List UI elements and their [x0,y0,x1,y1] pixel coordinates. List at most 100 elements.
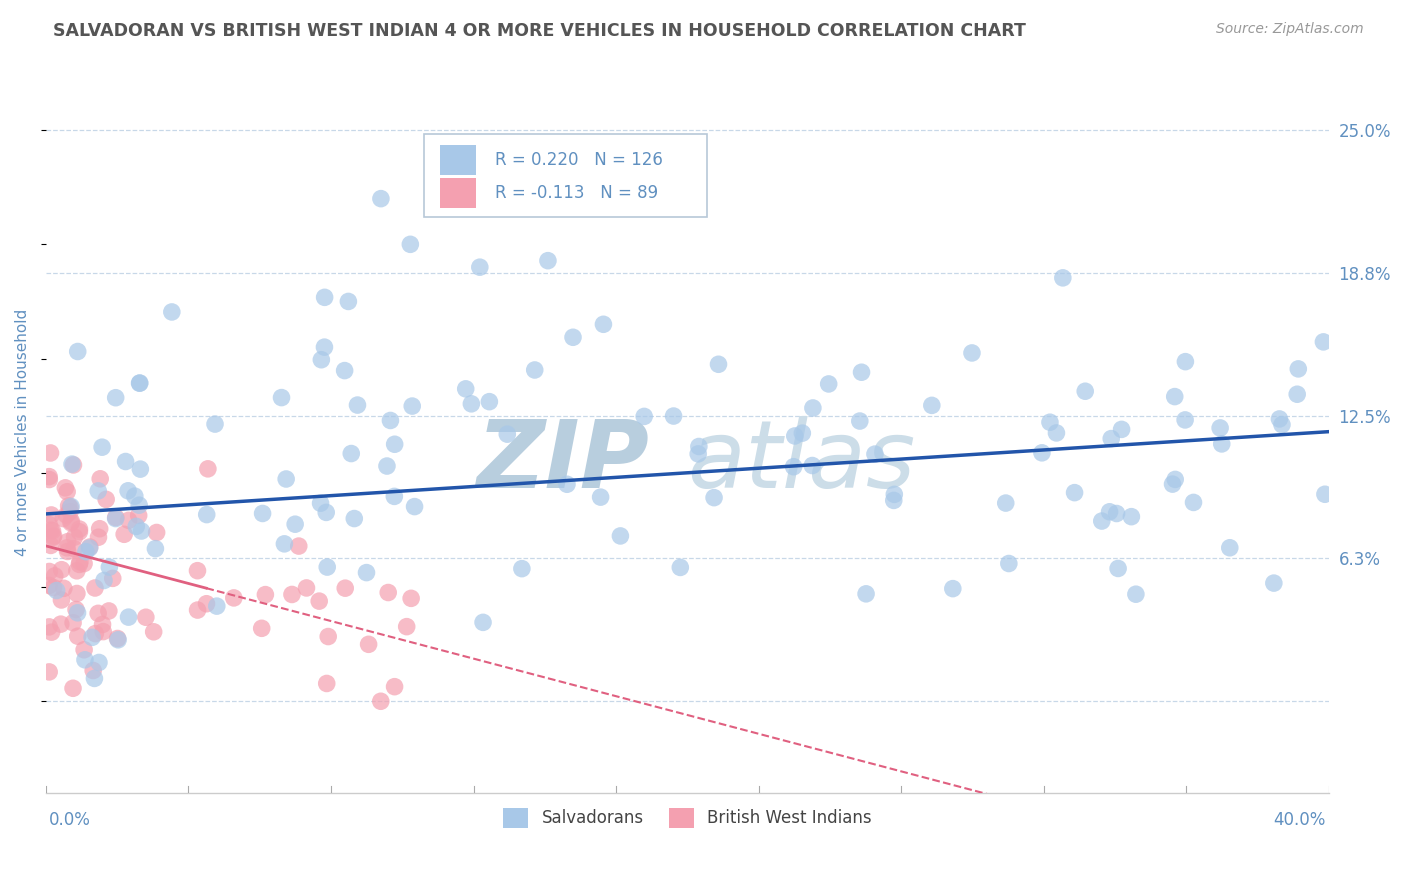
Point [124,489,146,503]
Point [404,500,426,514]
Point [399,591,422,606]
Point [1045,425,1067,440]
Point [117,483,139,498]
Point [93,574,115,588]
Point [384,680,406,694]
Point [66,606,89,620]
Point [1111,422,1133,436]
Point [222,591,245,605]
Point [270,391,292,405]
Point [53,481,76,495]
Point [1098,505,1121,519]
Point [1219,541,1241,555]
Text: R = -0.113   N = 89: R = -0.113 N = 89 [495,184,658,202]
Point [59,516,82,530]
Point [315,505,337,519]
Text: 40.0%: 40.0% [1272,811,1326,829]
Point [1063,485,1085,500]
Point [688,447,710,461]
Text: R = 0.220   N = 126: R = 0.220 N = 126 [495,151,662,169]
Point [1091,514,1114,528]
Point [79,541,101,555]
Point [343,511,366,525]
Point [38,517,60,532]
Point [38,565,60,579]
Point [51,593,73,607]
Point [75,544,97,558]
Text: Source: ZipAtlas.com: Source: ZipAtlas.com [1216,22,1364,37]
Point [592,318,614,332]
Point [38,578,60,592]
Point [41,625,63,640]
Point [67,558,90,572]
Point [942,582,965,596]
Point [197,462,219,476]
Point [142,624,165,639]
Point [38,665,60,679]
Point [375,458,398,473]
Point [195,508,218,522]
Point [523,363,546,377]
Point [1313,487,1336,501]
Point [145,525,167,540]
Point [87,607,110,621]
Point [337,294,360,309]
Point [382,489,405,503]
Point [104,391,127,405]
Point [89,522,111,536]
Point [66,564,89,578]
Point [496,427,519,442]
Point [59,500,82,515]
Point [562,330,585,344]
Point [84,626,107,640]
Point [960,346,983,360]
Point [82,664,104,678]
Point [287,539,309,553]
Point [1164,390,1187,404]
Point [114,454,136,468]
FancyBboxPatch shape [425,134,707,217]
Point [62,681,84,696]
Point [1039,415,1062,429]
Point [55,508,77,522]
Point [38,473,60,487]
Point [42,581,65,595]
Point [254,588,277,602]
Point [295,581,318,595]
Point [510,561,533,575]
Point [112,527,135,541]
Point [316,630,339,644]
Point [56,544,79,558]
Point [883,493,905,508]
Point [205,599,228,614]
Point [104,510,127,524]
Point [1031,446,1053,460]
Point [59,505,82,519]
Point [1271,417,1294,432]
Point [63,541,86,556]
Point [66,586,89,600]
Point [82,631,104,645]
Point [1174,354,1197,368]
Point [782,459,804,474]
Point [252,507,274,521]
Point [1268,412,1291,426]
Point [454,382,477,396]
Point [1099,432,1122,446]
Point [49,617,72,632]
Point [84,581,107,595]
Point [1074,384,1097,399]
Point [44,569,66,583]
Point [883,487,905,501]
Point [60,457,83,471]
Point [555,477,578,491]
Point [145,541,167,556]
Point [62,615,84,630]
Point [273,537,295,551]
Text: ZIP: ZIP [477,416,648,508]
Point [98,560,121,574]
Point [69,555,91,569]
Point [39,523,62,537]
Point [128,508,150,523]
Point [125,519,148,533]
